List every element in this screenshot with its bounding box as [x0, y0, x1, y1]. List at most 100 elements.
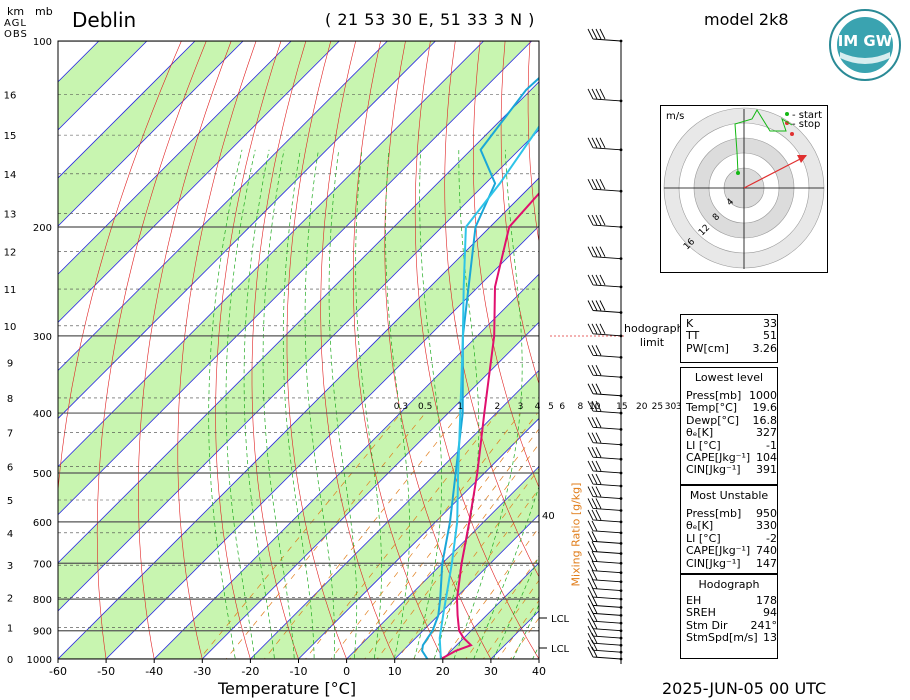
stat-value: 147	[756, 556, 777, 570]
stat-row: StmSpd[m/s] 13	[681, 631, 777, 645]
stat-row: EH 178	[681, 594, 777, 607]
x-tick-label: -10	[290, 665, 308, 678]
profile-parcel	[438, 125, 539, 659]
wind-barb	[587, 541, 622, 554]
mixing-ratio-line	[443, 526, 539, 659]
dry-adiabat	[96, 41, 207, 659]
wind-barb	[587, 586, 622, 600]
isotherm-line	[58, 41, 437, 420]
stat-label: θₑ[K]	[686, 519, 714, 533]
isotherm-line	[153, 273, 539, 659]
hodo-unit: m/s	[666, 111, 684, 122]
wind-barb	[587, 498, 622, 511]
most-unstable-title: Most Unstable	[689, 489, 769, 502]
stat-row: θₑ[K] 330	[681, 519, 777, 533]
stat-row: Dewp[°C] 16.8	[681, 414, 777, 427]
stat-value: 33	[763, 317, 777, 330]
mixing-ratio-label: 4	[535, 402, 541, 412]
profile-temperature	[440, 192, 539, 659]
stat-label: CIN[Jkg⁻¹]	[686, 556, 741, 570]
isotherm-line	[58, 41, 388, 371]
stat-label: StmSpd[m/s]	[686, 631, 758, 645]
x-tick-label: 20	[436, 665, 450, 678]
height-tick-label: 13	[4, 209, 17, 220]
height-tick-label: 15	[4, 131, 17, 142]
height-tick-label: 16	[4, 90, 17, 101]
mb-axis-header: mb	[35, 5, 53, 18]
mixing-ratio-label: 2	[495, 402, 501, 412]
isotherm-line	[58, 41, 244, 227]
height-tick-label: 11	[4, 285, 17, 296]
mixing-ratio-label: 0.3	[394, 402, 408, 412]
stat-value: 3.26	[752, 341, 778, 355]
hodograph-stats-box: Hodograph EH 178 SREH 94 Stm Dir 241° StmSpd[m…	[680, 574, 778, 659]
mixing-ratio-label: 20	[636, 402, 648, 412]
lowest-level-title: Lowest level	[694, 371, 764, 384]
dry-adiabat	[903, 41, 910, 672]
isotherm-line	[58, 81, 539, 564]
stat-label: CAPE[Jkg⁻¹]	[686, 451, 751, 465]
pressure-tick-label: 900	[33, 627, 52, 638]
stat-label: CIN[Jkg⁻¹]	[686, 463, 741, 477]
stat-value: 178	[756, 594, 777, 607]
isotherm-line	[394, 514, 539, 659]
most-unstable-box: Most Unstable Press[mb] 950 θₑ[K] 330 LI [°C…	[680, 485, 778, 574]
wind-barb	[587, 473, 622, 487]
stat-row: LI [°C] -2	[681, 531, 777, 545]
stat-label: LI [°C]	[686, 531, 721, 545]
stat-value: 51	[763, 329, 777, 343]
pressure-tick-label: 400	[33, 409, 52, 420]
stat-value: 391	[756, 463, 777, 477]
dry-adiabat	[500, 41, 539, 385]
isotherm-line	[249, 369, 539, 659]
stat-value: 330	[756, 519, 777, 533]
stat-label: SREH	[686, 606, 716, 620]
wind-barb	[587, 365, 622, 378]
obs-label: OBS	[4, 29, 28, 40]
stat-value: 740	[756, 544, 777, 558]
mixing-ratio-label: 15	[616, 402, 627, 412]
height-tick-label: 1	[7, 624, 13, 635]
stat-value: 950	[756, 507, 777, 520]
wind-barb	[587, 383, 622, 397]
wind-level-dot	[619, 225, 623, 229]
pressure-tick-label: 800	[33, 595, 52, 606]
station-coordinates: ( 21 53 30 E, 51 33 3 N )	[325, 10, 535, 29]
pressure-tick-label: 500	[33, 469, 52, 480]
hodo-ring-label: 8	[711, 212, 722, 223]
isotherm-line	[58, 41, 533, 516]
stat-row: K 33	[681, 317, 777, 330]
mixing-ratio-line	[465, 556, 539, 659]
dry-adiabat	[138, 41, 232, 659]
dry-adiabat	[251, 41, 307, 659]
mixing-ratio-label: 30	[665, 402, 677, 412]
dry-adiabat	[58, 41, 182, 659]
stat-row: PW[cm] 3.26	[681, 341, 778, 355]
height-tick-label: 2	[7, 593, 13, 604]
mixing-ratio-line	[413, 488, 539, 659]
mixing-ratio-line	[497, 599, 539, 659]
mixing-ratio-label: 8	[578, 402, 584, 412]
stat-label: Temp[°C]	[686, 401, 738, 415]
pressure-tick-label: 200	[33, 223, 52, 234]
pressure-tick-label: 100	[33, 37, 52, 48]
height-tick-label: 8	[7, 394, 13, 405]
hodo-start-label: - start	[792, 110, 822, 121]
wind-barb	[587, 460, 622, 474]
stat-label: K	[686, 317, 694, 330]
stat-value: 13	[763, 631, 777, 645]
km-axis-header: km	[7, 5, 25, 18]
x-tick-label: -30	[193, 665, 211, 678]
x-tick-label: 0	[343, 665, 350, 678]
isotherm-line	[58, 129, 539, 612]
dry-adiabat	[879, 41, 910, 672]
hodo-ring-label: 4	[725, 197, 736, 208]
hodo-stop-label: - stop	[792, 119, 820, 130]
isotherm-line	[58, 41, 196, 179]
isotherm-line	[201, 321, 539, 659]
wind-barb	[587, 551, 622, 564]
stat-row: TT 51	[681, 329, 777, 343]
imgw-logo: IM GW	[829, 9, 901, 81]
stat-value: 94	[763, 606, 777, 620]
dry-adiabat	[286, 41, 347, 659]
